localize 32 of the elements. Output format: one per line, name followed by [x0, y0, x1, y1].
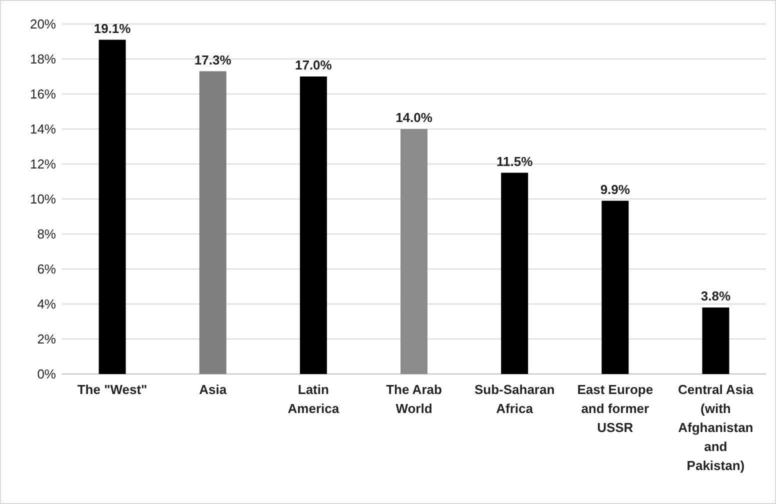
x-tick-label: East Europe and former USSR [577, 382, 654, 435]
bar [300, 76, 327, 374]
y-tick-label: 18% [30, 52, 56, 67]
y-tick-label: 16% [30, 86, 56, 102]
x-tick-label: Sub-Saharan Africa [474, 382, 555, 416]
x-tick-label: Latin America [288, 382, 340, 416]
bar [702, 308, 730, 374]
y-tick-label: 6% [37, 262, 56, 277]
x-tick-label: The "West" [77, 382, 148, 397]
data-label: 17.3% [194, 52, 232, 68]
data-label: 19.1% [94, 20, 132, 36]
y-tick-label: 4% [37, 296, 56, 312]
data-label: 11.5% [496, 154, 534, 169]
data-label: 3.8% [700, 288, 731, 304]
y-tick-label: 20% [30, 16, 56, 32]
y-tick-label: 2% [37, 332, 56, 347]
bar [98, 40, 126, 374]
y-tick-label: 10% [30, 192, 56, 207]
bar [602, 200, 629, 374]
y-tick-label: 8% [37, 226, 56, 242]
y-tick-label: 14% [30, 122, 56, 137]
data-label: 17.0% [294, 58, 332, 72]
data-label: 14.0% [396, 110, 433, 125]
x-tick-label: The Arab World [386, 382, 442, 416]
x-tick-label: Central Asia (with Afghanistan and Pakistan) [678, 382, 754, 473]
y-tick-label: 0% [37, 366, 56, 382]
bar [199, 71, 226, 374]
data-label: 9.9% [600, 182, 630, 197]
y-tick-label: 12% [30, 156, 56, 172]
x-tick-label: Asia [199, 382, 228, 397]
bar [400, 129, 428, 374]
bar [501, 172, 528, 374]
